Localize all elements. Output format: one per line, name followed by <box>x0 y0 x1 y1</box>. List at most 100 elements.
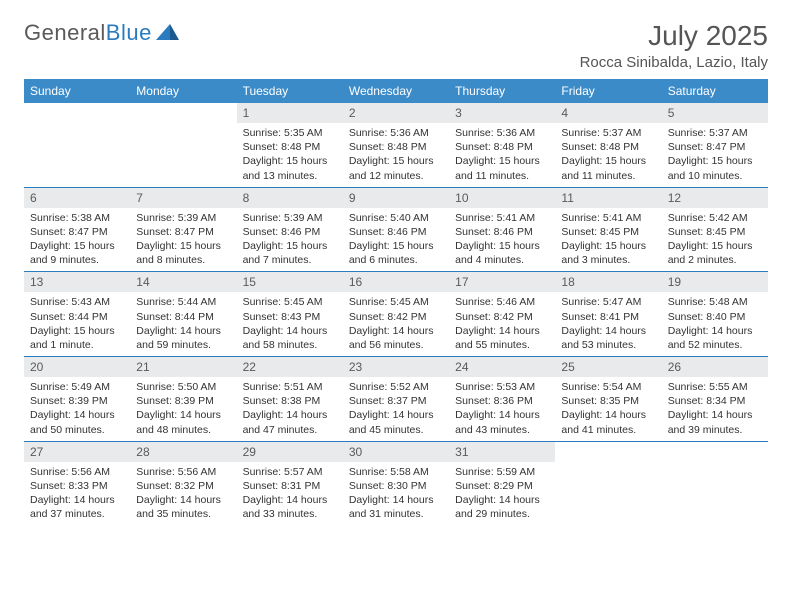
sunset-text: Sunset: 8:32 PM <box>136 479 230 493</box>
dow-tuesday: Tuesday <box>237 79 343 103</box>
day-cell <box>130 103 236 187</box>
daylight-text: Daylight: 14 hours and 29 minutes. <box>455 493 549 521</box>
dow-monday: Monday <box>130 79 236 103</box>
day-number: 5 <box>662 103 768 123</box>
sunset-text: Sunset: 8:48 PM <box>455 140 549 154</box>
day-body: Sunrise: 5:44 AMSunset: 8:44 PMDaylight:… <box>130 292 236 356</box>
day-number: 15 <box>237 272 343 292</box>
sunset-text: Sunset: 8:47 PM <box>136 225 230 239</box>
day-cell <box>662 442 768 526</box>
day-number: 27 <box>24 442 130 462</box>
day-body: Sunrise: 5:40 AMSunset: 8:46 PMDaylight:… <box>343 208 449 272</box>
day-number: 6 <box>24 188 130 208</box>
triangle-icon <box>156 22 180 45</box>
daylight-text: Daylight: 14 hours and 53 minutes. <box>561 324 655 352</box>
daylight-text: Daylight: 14 hours and 55 minutes. <box>455 324 549 352</box>
sunrise-text: Sunrise: 5:37 AM <box>561 126 655 140</box>
day-cell: 25Sunrise: 5:54 AMSunset: 8:35 PMDayligh… <box>555 357 661 441</box>
day-cell: 19Sunrise: 5:48 AMSunset: 8:40 PMDayligh… <box>662 272 768 356</box>
day-cell: 15Sunrise: 5:45 AMSunset: 8:43 PMDayligh… <box>237 272 343 356</box>
day-cell: 16Sunrise: 5:45 AMSunset: 8:42 PMDayligh… <box>343 272 449 356</box>
day-cell: 17Sunrise: 5:46 AMSunset: 8:42 PMDayligh… <box>449 272 555 356</box>
day-cell: 22Sunrise: 5:51 AMSunset: 8:38 PMDayligh… <box>237 357 343 441</box>
day-number: 22 <box>237 357 343 377</box>
day-body: Sunrise: 5:45 AMSunset: 8:42 PMDaylight:… <box>343 292 449 356</box>
daylight-text: Daylight: 14 hours and 35 minutes. <box>136 493 230 521</box>
sunset-text: Sunset: 8:46 PM <box>349 225 443 239</box>
sunrise-text: Sunrise: 5:54 AM <box>561 380 655 394</box>
day-cell: 31Sunrise: 5:59 AMSunset: 8:29 PMDayligh… <box>449 442 555 526</box>
sunrise-text: Sunrise: 5:47 AM <box>561 295 655 309</box>
weeks-container: 1Sunrise: 5:35 AMSunset: 8:48 PMDaylight… <box>24 103 768 525</box>
day-number: 24 <box>449 357 555 377</box>
day-number: 10 <box>449 188 555 208</box>
sunrise-text: Sunrise: 5:58 AM <box>349 465 443 479</box>
day-number: 14 <box>130 272 236 292</box>
sunset-text: Sunset: 8:45 PM <box>668 225 762 239</box>
daylight-text: Daylight: 14 hours and 45 minutes. <box>349 408 443 436</box>
day-cell: 8Sunrise: 5:39 AMSunset: 8:46 PMDaylight… <box>237 188 343 272</box>
page: GeneralBlue July 2025 Rocca Sinibalda, L… <box>0 0 792 545</box>
daylight-text: Daylight: 14 hours and 47 minutes. <box>243 408 337 436</box>
sunrise-text: Sunrise: 5:50 AM <box>136 380 230 394</box>
day-body: Sunrise: 5:39 AMSunset: 8:47 PMDaylight:… <box>130 208 236 272</box>
day-number: 25 <box>555 357 661 377</box>
day-number: 31 <box>449 442 555 462</box>
sunset-text: Sunset: 8:40 PM <box>668 310 762 324</box>
day-cell: 6Sunrise: 5:38 AMSunset: 8:47 PMDaylight… <box>24 188 130 272</box>
day-body: Sunrise: 5:56 AMSunset: 8:33 PMDaylight:… <box>24 462 130 526</box>
title-block: July 2025 Rocca Sinibalda, Lazio, Italy <box>580 20 768 71</box>
location: Rocca Sinibalda, Lazio, Italy <box>580 54 768 71</box>
day-number: 3 <box>449 103 555 123</box>
month-title: July 2025 <box>580 20 768 52</box>
day-cell: 21Sunrise: 5:50 AMSunset: 8:39 PMDayligh… <box>130 357 236 441</box>
day-number: 23 <box>343 357 449 377</box>
daylight-text: Daylight: 15 hours and 12 minutes. <box>349 154 443 182</box>
daylight-text: Daylight: 14 hours and 37 minutes. <box>30 493 124 521</box>
day-cell: 27Sunrise: 5:56 AMSunset: 8:33 PMDayligh… <box>24 442 130 526</box>
day-number: 1 <box>237 103 343 123</box>
week-row: 1Sunrise: 5:35 AMSunset: 8:48 PMDaylight… <box>24 103 768 188</box>
sunset-text: Sunset: 8:35 PM <box>561 394 655 408</box>
daylight-text: Daylight: 15 hours and 7 minutes. <box>243 239 337 267</box>
sunset-text: Sunset: 8:44 PM <box>30 310 124 324</box>
sunrise-text: Sunrise: 5:51 AM <box>243 380 337 394</box>
daylight-text: Daylight: 14 hours and 48 minutes. <box>136 408 230 436</box>
sunset-text: Sunset: 8:39 PM <box>136 394 230 408</box>
sunset-text: Sunset: 8:37 PM <box>349 394 443 408</box>
day-body: Sunrise: 5:42 AMSunset: 8:45 PMDaylight:… <box>662 208 768 272</box>
sunrise-text: Sunrise: 5:46 AM <box>455 295 549 309</box>
sunset-text: Sunset: 8:31 PM <box>243 479 337 493</box>
daylight-text: Daylight: 14 hours and 31 minutes. <box>349 493 443 521</box>
day-body: Sunrise: 5:55 AMSunset: 8:34 PMDaylight:… <box>662 377 768 441</box>
day-cell <box>24 103 130 187</box>
sunrise-text: Sunrise: 5:45 AM <box>243 295 337 309</box>
day-cell: 4Sunrise: 5:37 AMSunset: 8:48 PMDaylight… <box>555 103 661 187</box>
logo-text: GeneralBlue <box>24 20 152 46</box>
day-number: 12 <box>662 188 768 208</box>
sunset-text: Sunset: 8:36 PM <box>455 394 549 408</box>
daylight-text: Daylight: 15 hours and 9 minutes. <box>30 239 124 267</box>
logo-part2: Blue <box>106 20 152 45</box>
daylight-text: Daylight: 14 hours and 33 minutes. <box>243 493 337 521</box>
daylight-text: Daylight: 15 hours and 1 minute. <box>30 324 124 352</box>
daylight-text: Daylight: 15 hours and 11 minutes. <box>455 154 549 182</box>
day-body: Sunrise: 5:37 AMSunset: 8:47 PMDaylight:… <box>662 123 768 187</box>
sunrise-text: Sunrise: 5:38 AM <box>30 211 124 225</box>
day-body: Sunrise: 5:36 AMSunset: 8:48 PMDaylight:… <box>343 123 449 187</box>
daylight-text: Daylight: 15 hours and 10 minutes. <box>668 154 762 182</box>
day-cell: 18Sunrise: 5:47 AMSunset: 8:41 PMDayligh… <box>555 272 661 356</box>
day-body: Sunrise: 5:53 AMSunset: 8:36 PMDaylight:… <box>449 377 555 441</box>
dow-row: Sunday Monday Tuesday Wednesday Thursday… <box>24 79 768 103</box>
day-number: 8 <box>237 188 343 208</box>
day-cell: 23Sunrise: 5:52 AMSunset: 8:37 PMDayligh… <box>343 357 449 441</box>
day-cell: 29Sunrise: 5:57 AMSunset: 8:31 PMDayligh… <box>237 442 343 526</box>
day-body: Sunrise: 5:35 AMSunset: 8:48 PMDaylight:… <box>237 123 343 187</box>
day-body: Sunrise: 5:39 AMSunset: 8:46 PMDaylight:… <box>237 208 343 272</box>
sunrise-text: Sunrise: 5:56 AM <box>30 465 124 479</box>
daylight-text: Daylight: 14 hours and 52 minutes. <box>668 324 762 352</box>
day-cell: 5Sunrise: 5:37 AMSunset: 8:47 PMDaylight… <box>662 103 768 187</box>
day-number: 4 <box>555 103 661 123</box>
sunrise-text: Sunrise: 5:41 AM <box>455 211 549 225</box>
day-body: Sunrise: 5:41 AMSunset: 8:46 PMDaylight:… <box>449 208 555 272</box>
